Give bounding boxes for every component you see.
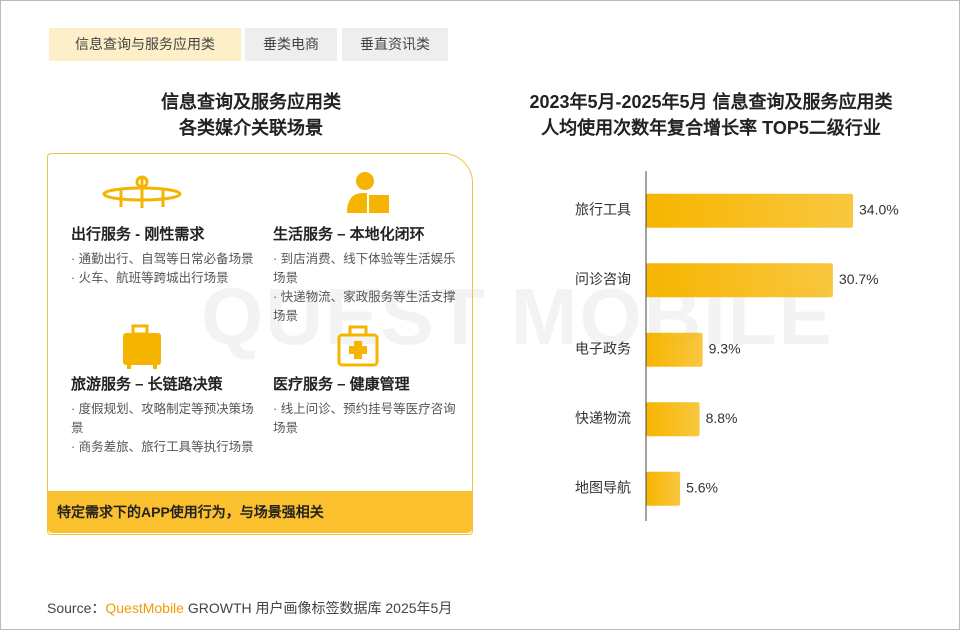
bar (646, 402, 700, 437)
brand: QuestMobile (105, 600, 184, 616)
category-label: 快递物流 (575, 410, 631, 426)
card-bullet: · 线上问诊、预约挂号等医疗咨询场景 (273, 402, 456, 435)
bar (646, 332, 703, 367)
card-title: 旅游服务 – 长链路决策 (71, 376, 223, 393)
plane-icon (102, 175, 182, 208)
card-title: 出行服务 - 刚性需求 (71, 226, 205, 243)
title-line: 各类媒介关联场景 (179, 118, 323, 138)
card-title: 生活服务 – 本地化闭环 (273, 226, 425, 243)
title-line: 人均使用次数年复合增长率 TOP5二级行业 (541, 118, 881, 138)
panel (47, 153, 473, 535)
scene-card: 旅游服务 – 长链路决策 · 度假规划、攻略制定等预决策场景 · 商务差旅、旅行工具… (71, 373, 256, 457)
bar (646, 471, 681, 506)
value-label: 8.8% (706, 410, 738, 426)
category-label: 问诊咨询 (575, 271, 631, 287)
card-bullet: · 通勤出行、自驾等日常必备场景 (71, 252, 254, 266)
value-label: 9.3% (709, 340, 741, 356)
banner: 特定需求下的APP使用行为，与场景强相关 (47, 491, 473, 533)
medical-icon (337, 325, 379, 367)
bar-chart: 旅行工具 34.0% 问诊咨询 30.7% 电子政务 9.3% 快递物流 8.8% 地图导航 5.… (575, 171, 899, 521)
icons (102, 172, 389, 369)
card-title: 医疗服务 – 健康管理 (273, 376, 410, 393)
tab[interactable]: 垂类电商 (245, 28, 337, 61)
scene-card: 医疗服务 – 健康管理 · 线上问诊、预约挂号等医疗咨询场景 (273, 373, 458, 438)
scene-card: 生活服务 – 本地化闭环 · 到店消费、线下体验等生活娱乐场景 · 快递物流、家政服… (273, 223, 458, 326)
bar (646, 263, 833, 298)
source-text: GROWTH 用户画像标签数据库 2025年5月 (187, 600, 453, 616)
panel-title: 信息查询及服务应用类 各类媒介关联场景 (47, 89, 455, 141)
value-label: 34.0% (859, 201, 899, 217)
card-bullet: · 到店消费、线下体验等生活娱乐场景 (273, 252, 456, 285)
value-label: 5.6% (686, 479, 718, 495)
bar (646, 193, 853, 228)
title-line: 2023年5月-2025年5月 信息查询及服务应用类 (529, 92, 893, 112)
card-bullet: · 火车、航班等跨城出行场景 (71, 271, 229, 285)
category-label: 电子政务 (575, 340, 631, 356)
person-icon (347, 172, 389, 213)
title-line: 信息查询及服务应用类 (161, 92, 341, 112)
tab[interactable]: 信息查询与服务应用类 (49, 28, 241, 61)
card-bullet: · 商务差旅、旅行工具等执行场景 (71, 440, 254, 454)
tab[interactable]: 垂直资讯类 (342, 28, 448, 61)
source-label: Source： (47, 600, 106, 616)
chart-title: 2023年5月-2025年5月 信息查询及服务应用类 人均使用次数年复合增长率 … (491, 89, 931, 141)
footer: Source：QuestMobile GROWTH 用户画像标签数据库 2025… (47, 598, 452, 618)
category-label: 地图导航 (575, 479, 631, 495)
category-label: 旅行工具 (575, 201, 631, 217)
card-bullet: · 快递物流、家政服务等生活支撑场景 (273, 290, 456, 323)
value-label: 30.7% (839, 271, 879, 287)
suitcase-icon (123, 324, 161, 369)
scene-card: 出行服务 - 刚性需求 · 通勤出行、自驾等日常必备场景 · 火车、航班等跨城出行场… (71, 223, 256, 288)
card-bullet: · 度假规划、攻略制定等预决策场景 (71, 402, 254, 435)
